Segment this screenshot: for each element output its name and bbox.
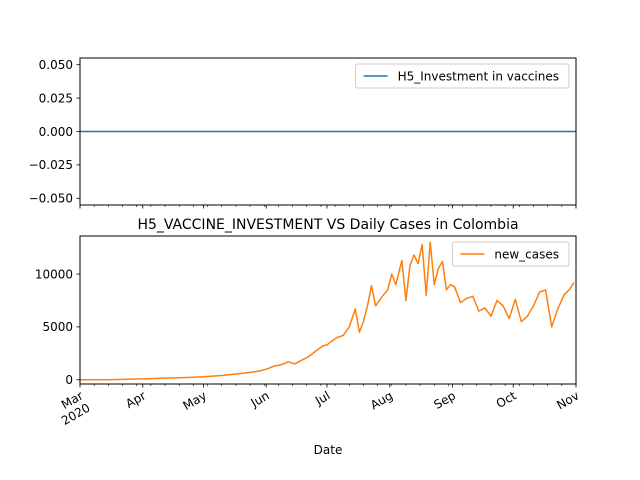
x-tick-label: Oct bbox=[494, 388, 519, 411]
plot-frame bbox=[79, 57, 577, 206]
y-tick-label: 0.050 bbox=[39, 58, 73, 72]
y-tick-label: −0.050 bbox=[29, 192, 73, 206]
legend-box bbox=[451, 241, 570, 267]
x-tick-group: Mar2020 Apr May Jun Jul Aug Sep Oct Nov bbox=[52, 384, 582, 428]
x-axis-label: Date bbox=[314, 443, 343, 457]
bottom-subplot: H5_VACCINE_INVESTMENT VS Daily Cases in … bbox=[35, 217, 582, 457]
legend-entry-label: new_cases bbox=[494, 247, 559, 261]
y-tick-label: 0 bbox=[65, 373, 73, 387]
x-tick-group bbox=[79, 205, 577, 209]
y-tick-label: −0.025 bbox=[29, 158, 73, 172]
y-tick-label: 10000 bbox=[35, 267, 73, 281]
x-tick-label: Jul bbox=[312, 388, 332, 408]
x-tick-label: Apr bbox=[123, 388, 148, 411]
x-tick-label: Jun bbox=[248, 388, 272, 410]
plot-frame bbox=[79, 235, 577, 385]
x-tick-label: Sep bbox=[431, 388, 458, 411]
series-line bbox=[79, 241, 575, 381]
y-tick-group: 0 5000 10000 bbox=[35, 267, 80, 387]
x-tick-label: Nov bbox=[554, 388, 581, 412]
y-tick-label: 5000 bbox=[42, 320, 73, 334]
legend: H5_Investment in vaccines bbox=[355, 63, 570, 89]
legend: new_cases bbox=[451, 241, 570, 267]
series-line-group bbox=[79, 241, 575, 381]
chart-title: H5_VACCINE_INVESTMENT VS Daily Cases in … bbox=[137, 217, 518, 233]
y-tick-label: 0.025 bbox=[39, 91, 73, 105]
y-tick-label: 0.000 bbox=[39, 125, 73, 139]
legend-box bbox=[355, 63, 570, 89]
x-tick-label: Aug bbox=[368, 388, 395, 412]
x-tick-label: May bbox=[181, 388, 209, 413]
y-tick-group: 0.050 0.025 0.000 −0.025 −0.050 bbox=[29, 58, 80, 206]
legend-entry-label: H5_Investment in vaccines bbox=[398, 69, 559, 83]
top-subplot: 0.050 0.025 0.000 −0.025 −0.050 H5_Investmen… bbox=[29, 57, 577, 209]
x-tick-label: Mar2020 bbox=[52, 388, 93, 428]
